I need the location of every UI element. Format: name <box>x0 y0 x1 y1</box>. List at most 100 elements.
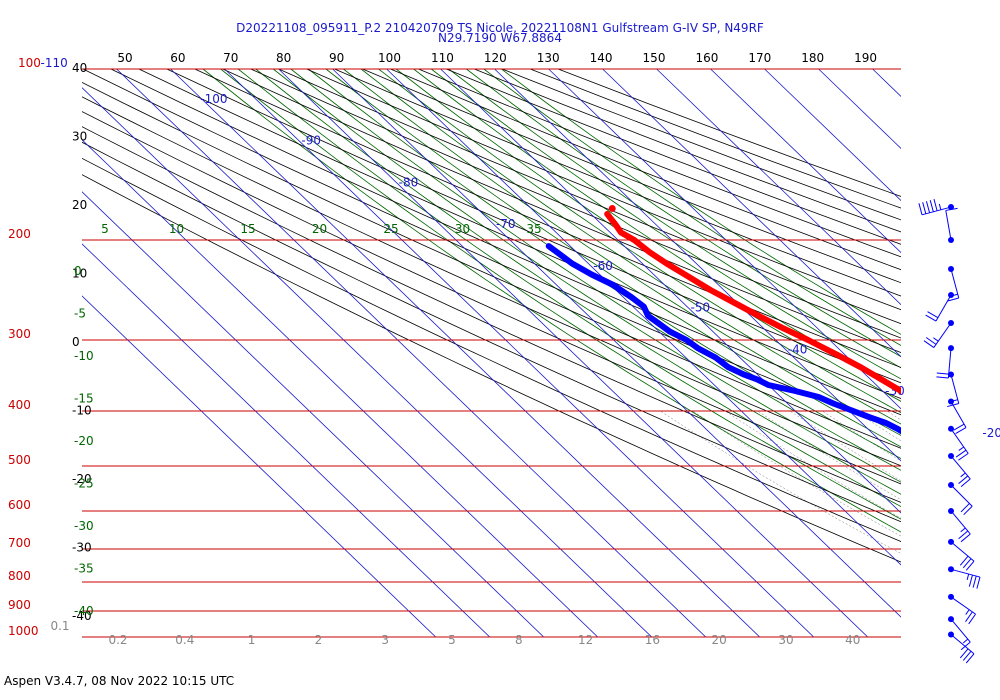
isotherm-line <box>224 68 814 638</box>
wind-barb-flag <box>963 505 973 516</box>
wind-barb-flag <box>962 650 972 661</box>
isotherm-line <box>82 139 598 638</box>
dry-adiabat-line <box>110 68 901 416</box>
wet-bulb-label: -30 <box>74 519 94 533</box>
pressure-label: 200 <box>8 227 31 241</box>
isotherm-label: -70 <box>496 217 516 231</box>
wind-barb-flag <box>962 638 969 644</box>
wind-barb-flag <box>972 575 977 588</box>
wind-barb-flag <box>959 648 969 659</box>
wind-barb-staff <box>935 294 952 322</box>
pressure-label: 800 <box>8 569 31 583</box>
adiabat-label: 25 <box>383 222 398 236</box>
dry-adiabat-line <box>390 68 901 271</box>
isotherm-label: -60 <box>593 259 613 273</box>
isotherm-line <box>818 68 901 150</box>
wind-barb-flag <box>933 199 938 211</box>
height-label: -10 <box>72 404 92 418</box>
temperature-line <box>604 211 901 395</box>
isotherm-line <box>386 68 901 566</box>
wind-barb-staff <box>950 541 975 562</box>
wind-barb-flag <box>958 452 969 461</box>
wind-barb-flag <box>965 653 975 664</box>
isotherm-line <box>116 68 706 638</box>
wind-barb-flag <box>945 207 958 211</box>
wind-barb-flag <box>968 574 973 587</box>
pressure-label: 1000 <box>8 624 39 638</box>
wind-barb <box>948 481 973 516</box>
footer-text: Aspen V3.4.7, 08 Nov 2022 10:15 UTC <box>4 674 235 688</box>
wind-barb-flag <box>958 530 969 540</box>
moist-adiabat-line <box>483 68 901 346</box>
wind-barb <box>918 199 954 216</box>
wet-bulb-label: -35 <box>74 562 94 576</box>
dry-adiabat-line <box>82 126 901 503</box>
isotherm-line <box>656 68 901 306</box>
wind-barb-flag <box>933 337 939 342</box>
moist-adiabat-line <box>413 68 901 391</box>
wind-barb-flag <box>968 613 976 625</box>
wet-bulb-label: -10 <box>74 349 94 363</box>
moist-adiabat-line <box>255 68 901 495</box>
moist-adiabat-line <box>343 68 901 436</box>
wet-bulb-label: -40 <box>74 604 94 618</box>
wind-barbs <box>918 199 981 664</box>
isotherm-line <box>710 68 901 254</box>
isolated-point <box>608 204 616 212</box>
dry-adiabat-line <box>502 68 901 221</box>
dry-adiabat-line <box>250 68 901 339</box>
wind-barb-staff <box>945 210 952 241</box>
wind-barb-flag <box>936 372 949 375</box>
wind-barb-flag <box>936 376 949 379</box>
wet-bulb-label: -5 <box>74 307 86 321</box>
axis-labels: 100 -110200300400500600700800900100040302… <box>8 51 1000 647</box>
wind-barb-flag <box>947 297 959 302</box>
wind-barb-flag <box>955 427 967 434</box>
adiabat-label: 30 <box>455 222 470 236</box>
pressure-label: 700 <box>8 536 31 550</box>
height-label: -40 <box>72 609 92 623</box>
wet-bulb-label: -25 <box>74 477 94 491</box>
isotherm-label: -90 <box>301 134 321 148</box>
wind-barb <box>925 292 954 322</box>
isotherm-line <box>494 68 901 462</box>
pressure-label: 600 <box>8 498 31 512</box>
wind-barb-flag <box>962 558 972 569</box>
moist-adiabat-line <box>466 68 901 358</box>
adiabat-label: 15 <box>240 222 255 236</box>
dry-adiabat-line <box>138 68 901 399</box>
height-label: 40 <box>72 61 87 75</box>
wind-barb-flag <box>925 314 937 322</box>
mixing-ratio-label: 20 <box>712 633 727 647</box>
mixing-ratio-line <box>724 410 901 519</box>
mixing-ratio-label: 0.4 <box>175 633 194 647</box>
wind-barb-flag <box>965 611 973 622</box>
adiabat-label: 35 <box>526 222 541 236</box>
moist-adiabat-line <box>325 68 901 448</box>
pressure-label: 100 <box>18 56 41 70</box>
moist-adiabat-line <box>430 68 901 380</box>
adiabat-label: 5 <box>101 222 109 236</box>
wind-barb <box>948 507 971 543</box>
wind-barb-flag <box>958 446 965 451</box>
mixing-ratio-label: 1 <box>248 633 256 647</box>
wind-barb-staff <box>921 206 952 216</box>
dry-adiabat-line <box>82 157 901 542</box>
isotherm-line <box>82 191 544 638</box>
dry-adiabat-line <box>278 68 901 325</box>
wind-barb-flag <box>976 576 981 589</box>
pressure-label: 400 <box>8 398 31 412</box>
mixing-ratio-line <box>984 411 1000 637</box>
chart-title-line1: D20221108_095911_P.2 210420709 TS Nicole… <box>236 21 764 35</box>
wind-barb-staff <box>950 568 981 578</box>
wind-barb <box>945 207 958 243</box>
top-temperature-label: 150 <box>643 51 666 65</box>
dry-adiabat-line <box>82 68 901 432</box>
wind-barb-flag <box>938 203 942 210</box>
wind-barb-flag <box>960 641 971 651</box>
wet-bulb-label: -20 <box>74 434 94 448</box>
isotherm-label: -20 <box>982 426 1000 440</box>
wind-barb <box>947 371 960 408</box>
wind-barb-staff <box>950 510 971 535</box>
